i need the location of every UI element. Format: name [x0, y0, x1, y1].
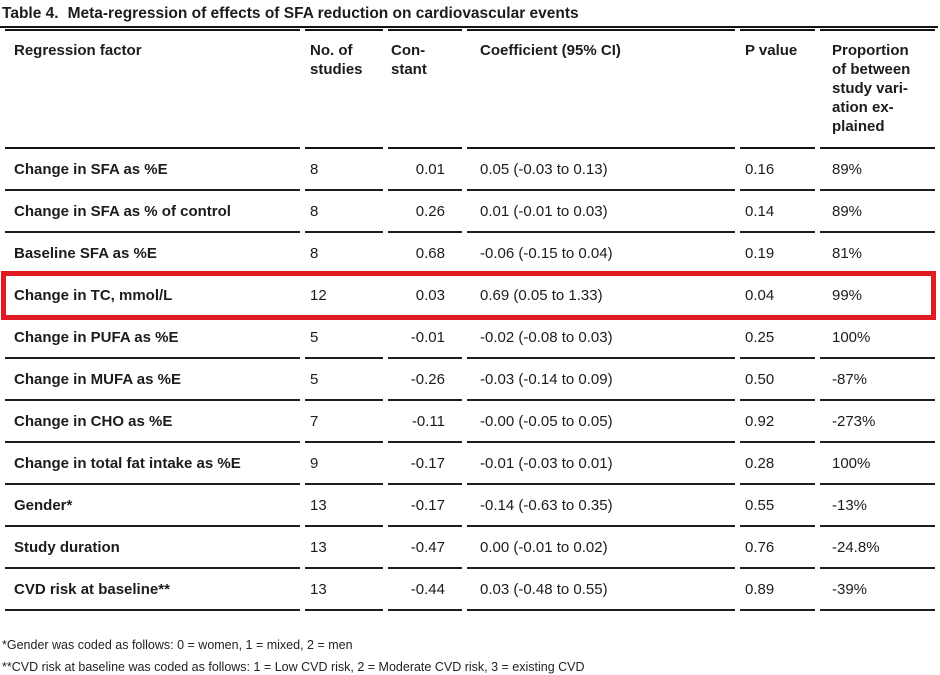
- meta-regression-table: Regression factor No. of studies Con- st…: [0, 29, 940, 611]
- table-row: Baseline SFA as %E 8 0.68 -0.06 (-0.15 t…: [5, 233, 935, 275]
- table-row: Change in MUFA as %E 5 -0.26 -0.03 (-0.1…: [5, 359, 935, 401]
- cell-p-value: 0.19: [740, 233, 815, 275]
- footnotes: *Gender was coded as follows: 0 = women,…: [0, 637, 940, 675]
- cell-coefficient: 0.03 (-0.48 to 0.55): [467, 569, 735, 611]
- cell-constant: -0.26: [388, 359, 462, 401]
- cell-coefficient: -0.03 (-0.14 to 0.09): [467, 359, 735, 401]
- cell-no-of-studies: 7: [305, 401, 383, 443]
- cell-no-of-studies: 13: [305, 569, 383, 611]
- header-row: Regression factor No. of studies Con- st…: [5, 29, 935, 149]
- cell-coefficient: 0.69 (0.05 to 1.33): [467, 275, 735, 317]
- cell-no-of-studies: 12: [305, 275, 383, 317]
- cell-constant: 0.68: [388, 233, 462, 275]
- cell-p-value: 0.04: [740, 275, 815, 317]
- table-row: Change in CHO as %E 7 -0.11 -0.00 (-0.05…: [5, 401, 935, 443]
- cell-regression-factor: CVD risk at baseline**: [5, 569, 300, 611]
- cell-p-value: 0.55: [740, 485, 815, 527]
- col-header-no-of-studies: No. of studies: [305, 29, 383, 149]
- cell-coefficient: 0.00 (-0.01 to 0.02): [467, 527, 735, 569]
- table-row: Change in total fat intake as %E 9 -0.17…: [5, 443, 935, 485]
- cell-proportion: 81%: [820, 233, 935, 275]
- cell-no-of-studies: 8: [305, 191, 383, 233]
- table-title: Table 4. Meta-regression of effects of SF…: [0, 0, 940, 22]
- cell-p-value: 0.89: [740, 569, 815, 611]
- cell-regression-factor: Change in CHO as %E: [5, 401, 300, 443]
- cell-proportion: -273%: [820, 401, 935, 443]
- col-header-constant: Con- stant: [388, 29, 462, 149]
- cell-p-value: 0.28: [740, 443, 815, 485]
- table-row: Change in SFA as %E 8 0.01 0.05 (-0.03 t…: [5, 149, 935, 191]
- cell-coefficient: -0.06 (-0.15 to 0.04): [467, 233, 735, 275]
- cell-regression-factor: Change in MUFA as %E: [5, 359, 300, 401]
- cell-p-value: 0.76: [740, 527, 815, 569]
- cell-no-of-studies: 5: [305, 359, 383, 401]
- cell-constant: -0.17: [388, 485, 462, 527]
- cell-constant: -0.11: [388, 401, 462, 443]
- cell-no-of-studies: 9: [305, 443, 383, 485]
- cell-coefficient: -0.00 (-0.05 to 0.05): [467, 401, 735, 443]
- table-caption: Meta-regression of effects of SFA reduct…: [67, 5, 579, 22]
- cell-proportion: 89%: [820, 191, 935, 233]
- cell-p-value: 0.50: [740, 359, 815, 401]
- cell-constant: 0.26: [388, 191, 462, 233]
- cell-proportion: -24.8%: [820, 527, 935, 569]
- col-header-p-value: P value: [740, 29, 815, 149]
- cell-regression-factor: Change in TC, mmol/L: [5, 275, 300, 317]
- col-header-regression-factor: Regression factor: [5, 29, 300, 149]
- cell-coefficient: 0.05 (-0.03 to 0.13): [467, 149, 735, 191]
- cell-coefficient: -0.02 (-0.08 to 0.03): [467, 317, 735, 359]
- cell-constant: 0.03: [388, 275, 462, 317]
- cell-no-of-studies: 8: [305, 149, 383, 191]
- cell-constant: -0.47: [388, 527, 462, 569]
- cell-constant: 0.01: [388, 149, 462, 191]
- table-row: Change in PUFA as %E 5 -0.01 -0.02 (-0.0…: [5, 317, 935, 359]
- cell-constant: -0.01: [388, 317, 462, 359]
- table-row: Gender* 13 -0.17 -0.14 (-0.63 to 0.35) 0…: [5, 485, 935, 527]
- cell-regression-factor: Baseline SFA as %E: [5, 233, 300, 275]
- cell-proportion: -13%: [820, 485, 935, 527]
- table-row: Change in SFA as % of control 8 0.26 0.0…: [5, 191, 935, 233]
- cell-p-value: 0.16: [740, 149, 815, 191]
- cell-regression-factor: Study duration: [5, 527, 300, 569]
- cell-no-of-studies: 13: [305, 485, 383, 527]
- cell-p-value: 0.92: [740, 401, 815, 443]
- cell-regression-factor: Change in total fat intake as %E: [5, 443, 300, 485]
- cell-no-of-studies: 13: [305, 527, 383, 569]
- cell-coefficient: -0.14 (-0.63 to 0.35): [467, 485, 735, 527]
- cell-proportion: 99%: [820, 275, 935, 317]
- cell-regression-factor: Change in SFA as %E: [5, 149, 300, 191]
- cell-no-of-studies: 8: [305, 233, 383, 275]
- footnote-gender: *Gender was coded as follows: 0 = women,…: [2, 638, 353, 652]
- cell-constant: -0.44: [388, 569, 462, 611]
- cell-regression-factor: Change in PUFA as %E: [5, 317, 300, 359]
- cell-coefficient: 0.01 (-0.01 to 0.03): [467, 191, 735, 233]
- title-rule: [0, 26, 938, 28]
- cell-no-of-studies: 5: [305, 317, 383, 359]
- cell-regression-factor: Change in SFA as % of control: [5, 191, 300, 233]
- table-row: CVD risk at baseline** 13 -0.44 0.03 (-0…: [5, 569, 935, 611]
- cell-coefficient: -0.01 (-0.03 to 0.01): [467, 443, 735, 485]
- cell-regression-factor: Gender*: [5, 485, 300, 527]
- cell-p-value: 0.14: [740, 191, 815, 233]
- cell-proportion: -39%: [820, 569, 935, 611]
- table-row: Change in TC, mmol/L 12 0.03 0.69 (0.05 …: [5, 275, 935, 317]
- cell-proportion: 100%: [820, 443, 935, 485]
- cell-proportion: 89%: [820, 149, 935, 191]
- table-number-label: Table 4.: [2, 5, 59, 22]
- footnote-cvd-risk: **CVD risk at baseline was coded as foll…: [2, 660, 585, 674]
- table-row: Study duration 13 -0.47 0.00 (-0.01 to 0…: [5, 527, 935, 569]
- col-header-coefficient: Coefficient (95% CI): [467, 29, 735, 149]
- cell-proportion: 100%: [820, 317, 935, 359]
- cell-proportion: -87%: [820, 359, 935, 401]
- col-header-proportion: Proportion of between study vari- ation …: [820, 29, 935, 149]
- cell-constant: -0.17: [388, 443, 462, 485]
- cell-p-value: 0.25: [740, 317, 815, 359]
- table-body: Change in SFA as %E 8 0.01 0.05 (-0.03 t…: [5, 149, 935, 611]
